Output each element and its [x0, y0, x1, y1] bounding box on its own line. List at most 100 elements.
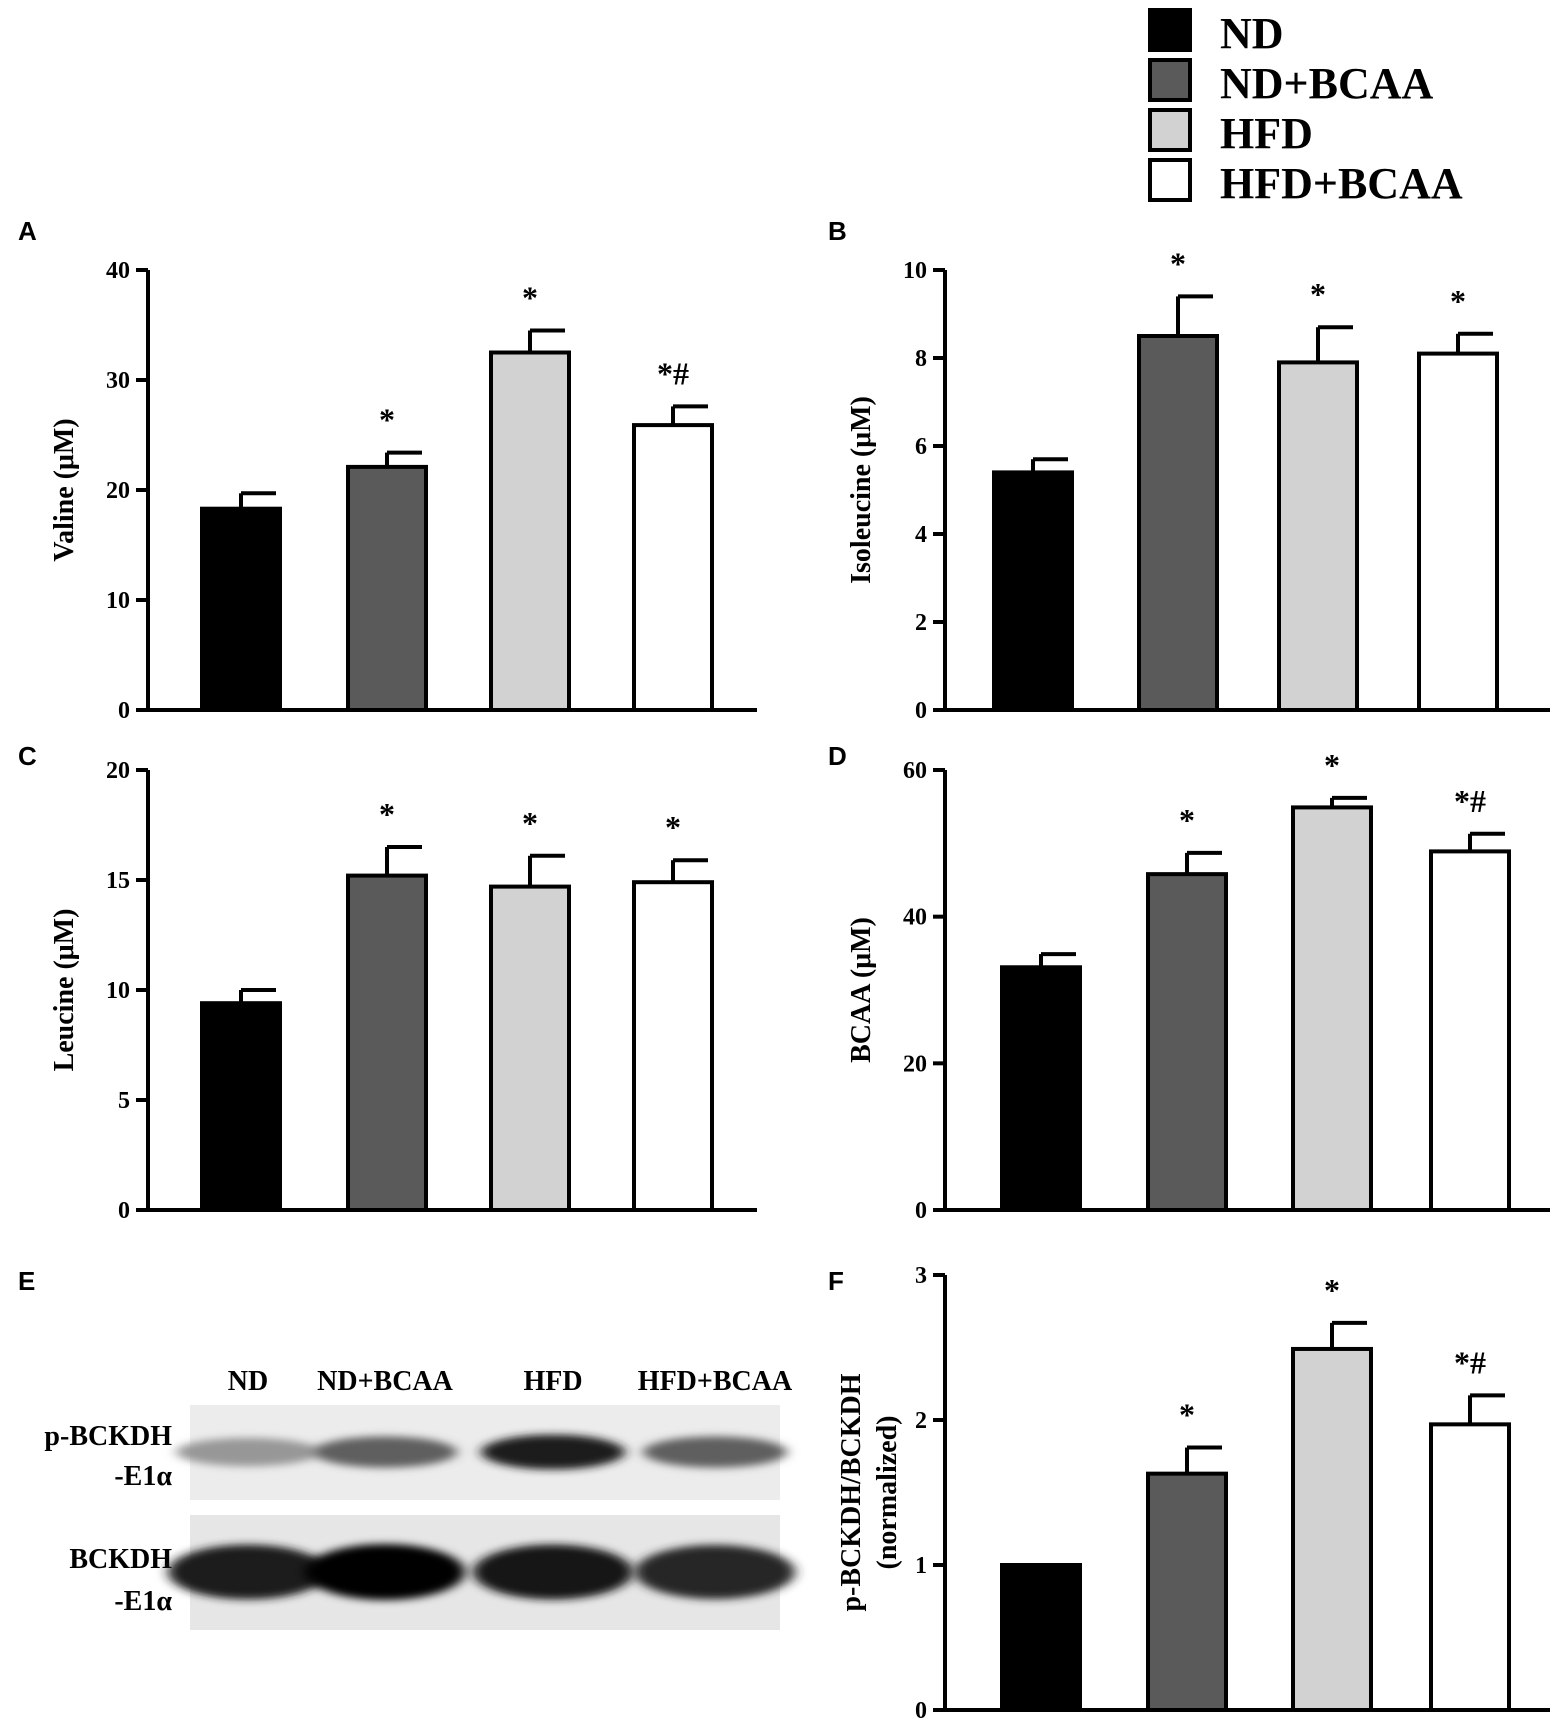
blot-band — [168, 1544, 328, 1600]
y-axis-label: Leucine (μM) — [49, 909, 80, 1072]
y-tick-label: 30 — [106, 368, 130, 394]
y-tick-label: 0 — [118, 698, 130, 724]
y-tick-label: 10 — [106, 978, 130, 1004]
chart-leucine: 0 5 10 15 20 Leucine (μM) * * * — [49, 758, 757, 1224]
y-axis-label-line: Valine (μM) — [49, 418, 80, 561]
y-tick-label: 1 — [915, 1553, 927, 1579]
y-axis-label: Isoleucine (μM) — [846, 396, 877, 584]
panel-letter-a: A — [18, 216, 37, 246]
y-tick-label: 4 — [915, 522, 927, 548]
blot-row-label-bckdh: BCKDH — [69, 1544, 172, 1575]
bar — [200, 506, 282, 713]
significance-marker: * — [522, 805, 538, 841]
bar — [489, 350, 571, 712]
significance-marker: * — [379, 402, 395, 438]
blot-row-label-bckdh-sub: -E1α — [114, 1586, 172, 1617]
y-tick-label: 0 — [915, 698, 927, 724]
legend-swatch-nd-bcaa — [1148, 58, 1192, 102]
bar — [1146, 872, 1228, 1213]
bar — [992, 470, 1074, 712]
y-axis-label: p-BCKDH/BCKDH (normalized) — [836, 1373, 903, 1611]
blot-row-label-p-bckdh-sub: -E1α — [114, 1461, 172, 1492]
blot-band — [305, 1544, 465, 1600]
blot-band — [481, 1434, 625, 1470]
y-tick-label: 0 — [915, 1698, 927, 1724]
bar — [200, 1001, 282, 1213]
blot-band — [635, 1544, 795, 1600]
bar — [346, 873, 428, 1212]
bar — [632, 423, 714, 712]
y-tick-label: 10 — [903, 258, 927, 284]
significance-marker: * — [1170, 245, 1186, 281]
significance-marker: *# — [657, 355, 689, 391]
chart-isoleucine: 0 2 4 6 8 10 Isoleucine (μM) * * * — [846, 245, 1550, 724]
chart-p-bckdh-ratio: 0 1 2 3 p-BCKDH/BCKDH (normalized) * * *# — [836, 1263, 1550, 1724]
bar — [1137, 334, 1219, 712]
bar — [1000, 1563, 1082, 1712]
y-tick-label: 5 — [118, 1088, 130, 1114]
bar — [632, 880, 714, 1212]
blot-lane-label-nd-bcaa: ND+BCAA — [317, 1366, 454, 1397]
significance-marker: * — [1179, 1397, 1195, 1433]
y-axis-label-line: p-BCKDH/BCKDH — [836, 1373, 867, 1611]
bar — [489, 884, 571, 1212]
bar — [1429, 849, 1511, 1213]
blot-band — [313, 1436, 457, 1468]
significance-marker: * — [1310, 276, 1326, 312]
western-blot: ND ND+BCAA HFD HFD+BCAA p-BCKDH -E1α BCK… — [44, 1366, 795, 1630]
chart-bcaa: 0 20 40 60 BCAA (μM) * * *# — [846, 747, 1550, 1224]
blot-lane-label-hfd-bcaa: HFD+BCAA — [638, 1366, 793, 1397]
legend-label-nd-bcaa: ND+BCAA — [1220, 59, 1434, 108]
panel-letter-e: E — [18, 1266, 35, 1296]
legend-label-hfd-bcaa: HFD+BCAA — [1220, 159, 1463, 208]
y-tick-label: 10 — [106, 588, 130, 614]
legend-swatch-nd — [1148, 8, 1192, 52]
y-tick-label: 0 — [118, 1198, 130, 1224]
legend: ND ND+BCAA HFD HFD+BCAA — [1148, 8, 1463, 208]
panel-letter-b: B — [828, 216, 847, 246]
blot-row-label-p-bckdh: p-BCKDH — [44, 1421, 172, 1452]
y-axis-label-line: Leucine (μM) — [49, 909, 80, 1072]
significance-marker: * — [665, 809, 681, 845]
significance-marker: *# — [1454, 783, 1486, 819]
bar — [1146, 1471, 1228, 1713]
y-tick-label: 40 — [903, 905, 927, 931]
bar — [1429, 1422, 1511, 1712]
legend-swatch-hfd-bcaa — [1148, 158, 1192, 202]
significance-marker: * — [1179, 802, 1195, 838]
y-tick-label: 0 — [915, 1198, 927, 1224]
y-tick-label: 2 — [915, 1408, 927, 1434]
bar — [1000, 965, 1082, 1212]
blot-band — [643, 1436, 787, 1468]
y-axis-label: Valine (μM) — [49, 418, 80, 561]
blot-lane-label-nd: ND — [228, 1366, 268, 1397]
legend-label-hfd: HFD — [1220, 109, 1313, 158]
bar — [1277, 360, 1359, 712]
blot-lane-label-hfd: HFD — [523, 1366, 582, 1397]
y-axis-label-line: Isoleucine (μM) — [846, 396, 877, 584]
blot-band — [473, 1544, 633, 1600]
chart-valine: 0 10 20 30 40 Valine (μM) * * *# — [49, 258, 757, 724]
y-tick-label: 15 — [106, 868, 130, 894]
significance-marker: * — [379, 796, 395, 832]
panel-letter-d: D — [828, 741, 847, 771]
bar — [346, 464, 428, 712]
panel-letter-c: C — [18, 741, 37, 771]
panel-letter-f: F — [828, 1266, 844, 1296]
y-tick-label: 8 — [915, 346, 927, 372]
bar — [1291, 805, 1373, 1213]
significance-marker: * — [522, 280, 538, 316]
blot-band — [176, 1437, 320, 1467]
bar — [1291, 1346, 1373, 1712]
y-axis-label: BCAA (μM) — [846, 917, 877, 1063]
significance-marker: * — [1324, 747, 1340, 783]
y-axis-label-line: BCAA (μM) — [846, 917, 877, 1063]
significance-marker: *# — [1454, 1344, 1486, 1380]
y-tick-label: 20 — [106, 478, 130, 504]
y-tick-label: 2 — [915, 610, 927, 636]
y-tick-label: 40 — [106, 258, 130, 284]
y-axis-label-line: (normalized) — [872, 1416, 903, 1570]
y-tick-label: 6 — [915, 434, 927, 460]
significance-marker: * — [1324, 1272, 1340, 1308]
